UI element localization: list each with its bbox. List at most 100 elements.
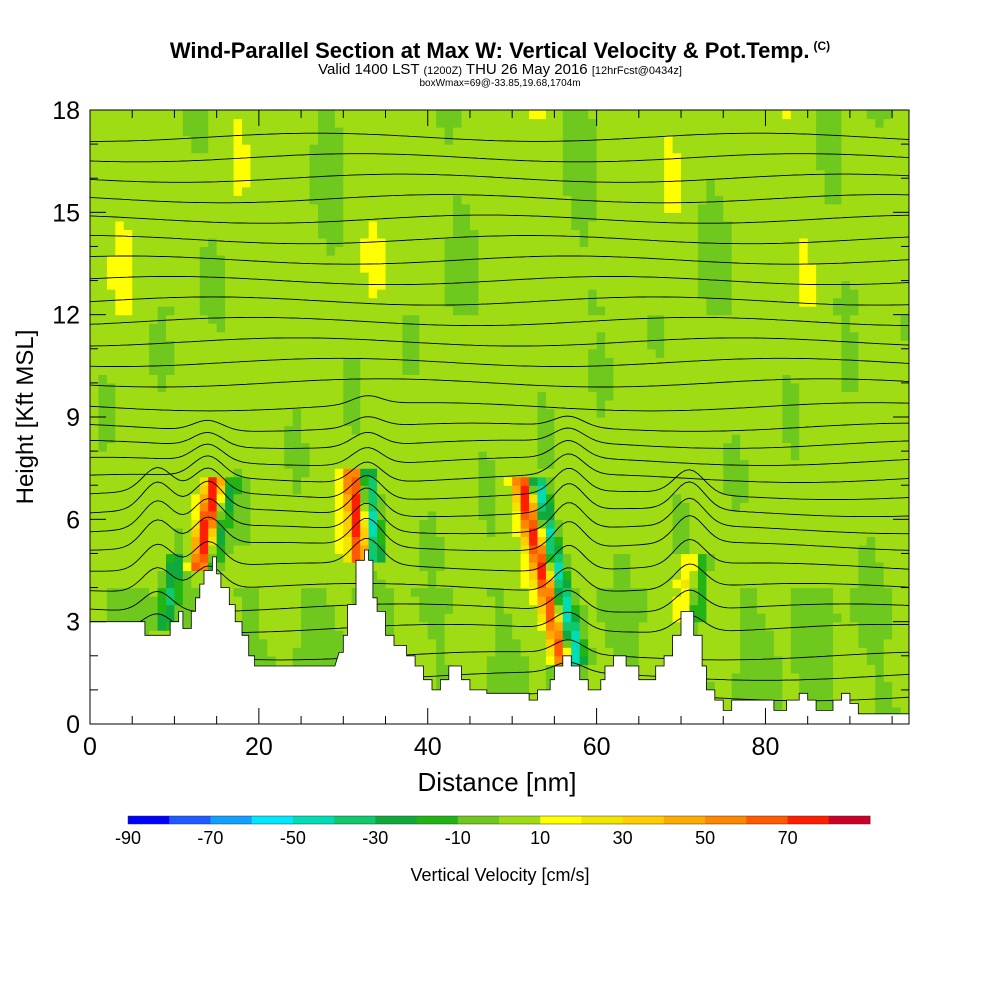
velocity-cell (571, 476, 581, 486)
velocity-cell (191, 280, 201, 290)
velocity-cell (512, 314, 522, 324)
velocity-cell (706, 306, 716, 316)
velocity-cell (841, 630, 851, 640)
velocity-cell (529, 417, 539, 427)
velocity-cell (123, 510, 133, 520)
velocity-cell (588, 459, 598, 469)
velocity-cell (199, 408, 209, 418)
velocity-cell (858, 485, 868, 495)
velocity-cell (537, 519, 547, 529)
velocity-cell (225, 468, 235, 478)
velocity-cell (486, 630, 496, 640)
velocity-cell (605, 434, 615, 444)
velocity-cell (360, 297, 370, 307)
velocity-cell (275, 399, 285, 410)
velocity-cell (267, 289, 277, 299)
velocity-cell (250, 647, 260, 657)
velocity-cell (453, 382, 463, 393)
velocity-cell (241, 391, 252, 401)
velocity-cell (368, 510, 378, 520)
velocity-cell (393, 391, 403, 401)
velocity-cell (165, 297, 176, 307)
velocity-cell (782, 417, 792, 427)
velocity-cell (833, 323, 843, 333)
velocity-cell (529, 519, 539, 529)
velocity-cell (98, 519, 108, 529)
velocity-cell (833, 604, 843, 614)
velocity-cell (748, 442, 758, 452)
velocity-cell (605, 323, 615, 333)
velocity-cell (790, 519, 800, 529)
velocity-cell (241, 630, 252, 640)
velocity-cell (765, 365, 775, 375)
velocity-cell (512, 434, 522, 444)
velocity-cell (453, 306, 463, 316)
velocity-cell (765, 672, 775, 682)
velocity-cell (782, 340, 792, 350)
velocity-cell (275, 289, 285, 299)
velocity-cell (444, 621, 454, 631)
velocity-cell (816, 451, 826, 461)
velocity-cell (149, 596, 159, 606)
velocity-cell (393, 613, 403, 623)
velocity-cell (689, 493, 699, 503)
velocity-cell (520, 613, 530, 623)
velocity-cell (571, 306, 581, 316)
velocity-cell (149, 570, 159, 580)
velocity-cell (655, 425, 665, 435)
velocity-cell (849, 613, 859, 623)
velocity-cell (807, 647, 817, 657)
velocity-cell (799, 655, 809, 665)
velocity-cell (410, 519, 420, 529)
velocity-cell (714, 630, 724, 640)
velocity-cell (596, 638, 606, 648)
velocity-cell (461, 553, 471, 563)
velocity-cell (385, 306, 395, 316)
velocity-cell (647, 604, 657, 614)
velocity-cell (849, 348, 859, 358)
velocity-cell (655, 331, 665, 341)
velocity-cell (199, 289, 209, 299)
velocity-cell (385, 544, 395, 555)
velocity-cell (301, 596, 311, 606)
velocity-cell (182, 331, 192, 341)
velocity-cell (258, 425, 268, 435)
velocity-cell (351, 544, 361, 555)
velocity-cell (529, 391, 539, 401)
velocity-cell (469, 655, 479, 665)
velocity-cell (317, 570, 328, 580)
velocity-cell (655, 434, 665, 444)
velocity-cell (292, 399, 302, 410)
velocity-cell (343, 289, 353, 299)
velocity-cell (292, 340, 302, 350)
velocity-cell (495, 357, 505, 367)
velocity-cell (841, 348, 851, 358)
velocity-cell (638, 502, 648, 512)
velocity-cell (165, 544, 176, 555)
velocity-cell (233, 468, 243, 478)
velocity-cell (630, 468, 640, 478)
velocity-cell (478, 553, 488, 563)
velocity-cell (343, 587, 353, 597)
velocity-cell (436, 570, 446, 580)
velocity-cell (554, 655, 564, 665)
velocity-cell (157, 527, 167, 537)
velocity-cell (326, 306, 336, 316)
velocity-cell (149, 442, 159, 452)
velocity-cell (731, 579, 741, 589)
velocity-cell (892, 596, 902, 606)
velocity-cell (647, 289, 657, 299)
velocity-cell (621, 553, 631, 563)
velocity-cell (588, 561, 598, 572)
velocity-cell (621, 536, 631, 546)
velocity-cell (503, 331, 513, 341)
velocity-cell (875, 442, 885, 452)
velocity-cell (90, 485, 100, 495)
velocity-cell (875, 698, 885, 708)
velocity-cell (301, 536, 311, 546)
velocity-cell (250, 485, 260, 495)
velocity-cell (98, 314, 108, 324)
velocity-cell (478, 655, 488, 665)
velocity-cell (503, 553, 513, 563)
velocity-cell (478, 442, 488, 452)
